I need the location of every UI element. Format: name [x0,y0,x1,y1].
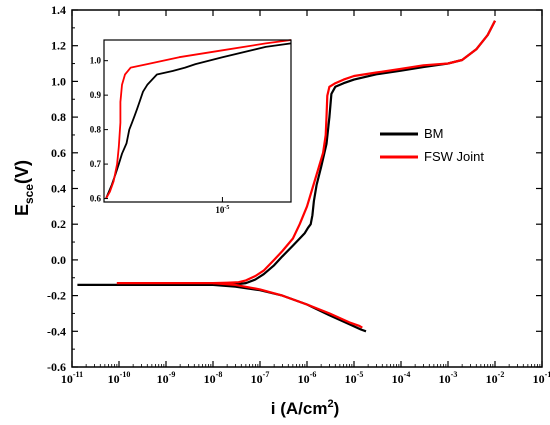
inset-y-tick-label: 0.6 [90,194,102,204]
x-tick-label: 10-2 [486,370,505,386]
inset-series-fsw-joint-line [105,39,292,200]
y-tick-label: -0.4 [47,324,66,338]
x-tick-label-exponent: -8 [216,370,223,379]
y-axis-title-sub: sce [22,184,36,204]
inset-x-axis-ticks: 10-5 [215,197,229,215]
inset-series-bm-line [105,42,292,199]
y-tick-label: 1.4 [51,3,66,17]
x-tick-label-exponent: -11 [73,370,83,379]
x-tick-label-base: 10 [345,372,357,386]
y-tick-label: 0.8 [51,110,66,124]
inset-frame [103,39,292,203]
x-tick-label-exponent: -5 [357,370,364,379]
x-tick-label-base: 10 [392,372,404,386]
x-tick-label-base: 10 [533,372,545,386]
inset-y-axis-ticks: 0.6 0.7 0.8 0.9 1.0 [90,56,108,204]
y-axis-title-main: E [12,204,32,216]
legend-label-bm: BM [424,126,444,141]
x-tick-label: 10-11 [61,370,83,386]
x-tick-label-base: 10 [298,372,310,386]
x-tick-label-base: 10 [204,372,216,386]
y-tick-label: 0.2 [51,217,66,231]
x-tick-label-base: 10 [108,372,120,386]
y-tick-label: -0.6 [47,360,66,374]
legend-label-fsw-joint: FSW Joint [424,149,484,164]
y-tick-label: 0.0 [51,253,66,267]
x-tick-label: 10-5 [345,370,364,386]
inset-y-tick-label: 1.0 [90,56,102,66]
y-axis-ticks: -0.6 -0.4 -0.2 0.0 0.2 0.4 0.6 0.8 1.0 1.2 1.4 [47,3,542,374]
y-tick-label: 1.0 [51,74,66,88]
y-axis-title-unit: (V) [12,160,32,184]
x-tick-label-base: 10 [251,372,263,386]
series-group [77,20,496,333]
x-axis-ticks: 10-11 10-10 10-9 10-8 10-7 10-6 10-5 10-4 10-3 10… [61,10,550,386]
x-tick-label: 10-4 [392,370,411,386]
inset-y-tick-label: 0.9 [90,90,102,100]
x-tick-label-base: 10 [439,372,451,386]
x-tick-label: 10-8 [204,370,223,386]
y-tick-label: 0.4 [51,182,66,196]
y-tick-label: -0.2 [47,289,66,303]
y-axis-title: Esce(V) [12,160,36,216]
series-fsw-joint-cathodic-line [212,282,363,329]
x-tick-label-exponent: -10 [120,370,131,379]
y-tick-label: 1.2 [51,39,66,53]
x-tick-label-exponent: -1 [545,370,550,379]
x-tick-label-base: 10 [157,372,169,386]
x-tick-label-exponent: -2 [498,370,505,379]
x-tick-label-base: 10 [61,372,73,386]
x-tick-label: 10-10 [108,370,131,386]
x-axis-title: i (A/cm2) [271,398,340,418]
x-tick-label: 10-1 [533,370,550,386]
x-tick-label-base: 10 [486,372,498,386]
inset-chart: 0.6 0.7 0.8 0.9 1.0 10-5 [90,39,292,215]
x-tick-label: 10-7 [251,370,270,386]
series-bm-anodic-line [77,20,496,286]
x-axis-title-main: i [271,399,276,418]
legend: BM FSW Joint [380,126,484,164]
inset-x-tick-label-exponent: -5 [224,205,229,211]
x-axis-title-unit-sup: 2 [327,398,333,410]
y-tick-label: 0.6 [51,146,66,160]
inset-y-tick-label: 0.7 [90,159,102,169]
x-tick-label-exponent: -9 [169,370,176,379]
x-tick-label: 10-6 [298,370,317,386]
x-axis-title-unit-post: ) [334,399,340,418]
x-tick-label-exponent: -3 [451,370,458,379]
x-axis-title-unit-pre: (A/cm [280,399,327,418]
series-fsw-joint-anodic-line [116,20,496,285]
inset-x-tick-label: 10-5 [215,205,229,215]
inset-x-tick-label-base: 10 [215,205,225,215]
x-tick-label: 10-9 [157,370,176,386]
x-tick-label: 10-3 [439,370,458,386]
x-tick-label-exponent: -7 [263,370,270,379]
inset-y-tick-label: 0.8 [90,125,102,135]
x-tick-label-exponent: -4 [404,370,411,379]
inset-series-group [105,39,292,200]
x-tick-label-exponent: -6 [310,370,317,379]
